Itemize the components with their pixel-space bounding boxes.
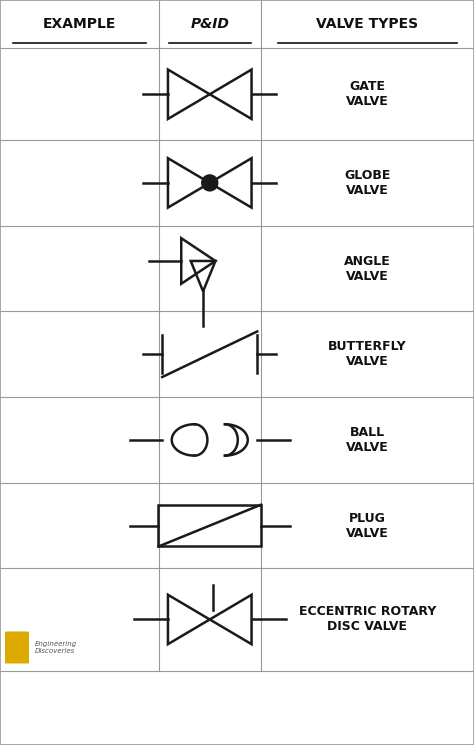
Circle shape <box>202 175 218 191</box>
Bar <box>158 504 261 547</box>
Text: PLUG
VALVE: PLUG VALVE <box>346 512 389 539</box>
Text: BUTTERFLY
VALVE: BUTTERFLY VALVE <box>328 340 407 368</box>
Text: Engineering
Discoveries: Engineering Discoveries <box>35 641 77 654</box>
Text: ECCENTRIC ROTARY
DISC VALVE: ECCENTRIC ROTARY DISC VALVE <box>299 606 436 633</box>
Text: ANGLE
VALVE: ANGLE VALVE <box>344 255 391 282</box>
Text: EXAMPLE: EXAMPLE <box>43 17 116 31</box>
Text: BALL
VALVE: BALL VALVE <box>346 426 389 454</box>
Text: GATE
VALVE: GATE VALVE <box>346 80 389 108</box>
Text: VALVE TYPES: VALVE TYPES <box>316 17 419 31</box>
Text: GLOBE
VALVE: GLOBE VALVE <box>344 169 391 197</box>
Text: P&ID: P&ID <box>190 17 229 31</box>
FancyBboxPatch shape <box>5 632 29 664</box>
